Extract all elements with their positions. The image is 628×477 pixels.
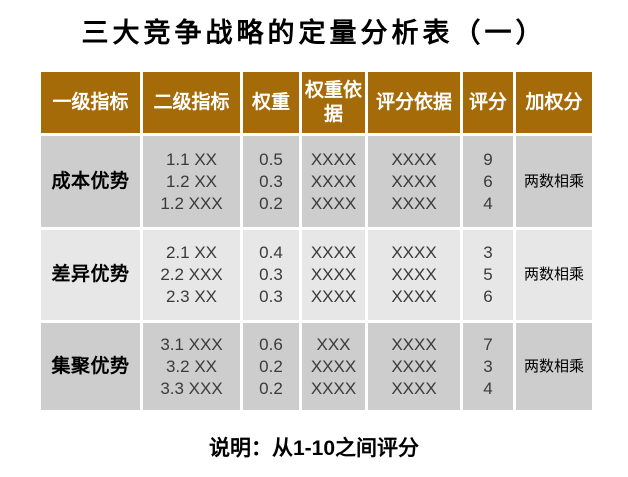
score-cell: 7 3 4 xyxy=(463,323,513,410)
table-row: 差异优势 2.1 XX 2.2 XXX 2.3 XX 0.4 0.3 0.3 X… xyxy=(41,230,592,320)
weight-cell: 0.6 0.2 0.2 xyxy=(243,323,299,410)
column-header-weight: 权重 xyxy=(243,72,299,133)
level1-indicator-cell: 差异优势 xyxy=(41,230,140,320)
column-header-score-basis: 评分依据 xyxy=(368,72,460,133)
weight-value: 0.5 xyxy=(259,149,283,169)
level2-indicator-item: 1.2 XXX xyxy=(160,193,223,213)
level2-indicator-item: 2.3 XX xyxy=(165,287,218,306)
score-basis-value: XXXX xyxy=(391,287,437,306)
page-title: 三大竞争战略的定量分析表（一） xyxy=(81,18,547,49)
column-header-level2-indicator: 二级指标 xyxy=(143,72,240,133)
score-value: 3 xyxy=(483,243,493,262)
score-basis-value: XXXX xyxy=(391,243,437,262)
weight-basis-value: XXXX xyxy=(310,243,357,262)
column-header-score: 评分 xyxy=(463,72,513,133)
score-basis-cell: XXXX XXXX XXXX xyxy=(368,323,460,410)
weight-basis-cell: XXXX XXXX XXXX xyxy=(302,230,365,320)
column-header-weight-basis: 权重依据 xyxy=(302,72,365,133)
weight-basis-value: XXXX xyxy=(310,171,357,191)
weight-basis-value: XXX xyxy=(316,334,351,354)
table-row: 成本优势 1.1 XX 1.2 XX 1.2 XXX 0.5 0.3 0.2 X… xyxy=(41,136,592,227)
level2-indicator-item: 1.1 XX xyxy=(165,149,218,169)
score-cell: 9 6 4 xyxy=(463,136,513,227)
weight-cell: 0.5 0.3 0.2 xyxy=(243,136,299,227)
note-text: 说明：从1-10之间评分 xyxy=(208,437,420,460)
level2-indicator-item: 3.2 XX xyxy=(165,356,218,376)
level2-indicator-cell: 3.1 XXX 3.2 XX 3.3 XXX xyxy=(143,323,240,410)
score-basis-value: XXXX xyxy=(391,149,437,169)
column-header-level1-indicator: 一级指标 xyxy=(41,72,140,133)
table-header-row: 一级指标 二级指标 权重 权重依据 评分依据 评分 加权分 xyxy=(41,72,592,133)
weight-value: 0.4 xyxy=(259,243,283,262)
score-value: 4 xyxy=(483,378,493,398)
score-basis-value: XXXX xyxy=(391,171,437,191)
weight-basis-cell: XXXX XXXX XXXX xyxy=(302,136,365,227)
weight-value: 0.2 xyxy=(259,378,283,398)
score-value: 4 xyxy=(483,193,493,213)
weight-basis-value: XXXX xyxy=(310,149,357,169)
weight-value: 0.3 xyxy=(259,265,283,284)
level2-indicator-item: 1.2 XX xyxy=(165,171,218,191)
weight-value: 0.2 xyxy=(259,356,283,376)
weight-basis-cell: XXX XXXX XXXX xyxy=(302,323,365,410)
level1-indicator-cell: 集聚优势 xyxy=(41,323,140,410)
analysis-table: 一级指标 二级指标 权重 权重依据 评分依据 评分 加权分 成本优势 1.1 X… xyxy=(41,72,592,410)
level1-indicator-cell: 成本优势 xyxy=(41,136,140,227)
weight-value: 0.2 xyxy=(259,193,283,213)
weight-basis-value: XXXX xyxy=(310,287,357,306)
score-basis-value: XXXX xyxy=(391,334,437,354)
score-value: 7 xyxy=(483,334,493,354)
column-header-weighted-score: 加权分 xyxy=(516,72,592,133)
score-basis-value: XXXX xyxy=(391,378,437,398)
level2-indicator-cell: 1.1 XX 1.2 XX 1.2 XXX xyxy=(143,136,240,227)
score-value: 6 xyxy=(483,287,493,306)
weight-value: 0.3 xyxy=(259,171,283,191)
weight-basis-value: XXXX xyxy=(310,193,357,213)
weighted-score-cell: 两数相乘 xyxy=(516,136,592,227)
weighted-score-cell: 两数相乘 xyxy=(516,230,592,320)
table-row: 集聚优势 3.1 XXX 3.2 XX 3.3 XXX 0.6 0.2 0.2 … xyxy=(41,323,592,410)
score-basis-cell: XXXX XXXX XXXX xyxy=(368,230,460,320)
level2-indicator-item: 2.1 XX xyxy=(165,243,218,262)
level2-indicator-item: 3.3 XXX xyxy=(160,378,223,398)
score-value: 5 xyxy=(483,265,493,284)
score-basis-cell: XXXX XXXX XXXX xyxy=(368,136,460,227)
weight-basis-value: XXXX xyxy=(310,265,357,284)
level2-indicator-item: 2.2 XXX xyxy=(160,265,223,284)
weight-cell: 0.4 0.3 0.3 xyxy=(243,230,299,320)
score-value: 9 xyxy=(483,149,493,169)
score-basis-value: XXXX xyxy=(391,356,437,376)
score-cell: 3 5 6 xyxy=(463,230,513,320)
weight-basis-value: XXXX xyxy=(310,378,357,398)
level2-indicator-item: 3.1 XXX xyxy=(160,334,223,354)
level2-indicator-cell: 2.1 XX 2.2 XXX 2.3 XX xyxy=(143,230,240,320)
weight-value: 0.6 xyxy=(259,334,283,354)
score-value: 6 xyxy=(483,171,493,191)
weighted-score-cell: 两数相乘 xyxy=(516,323,592,410)
score-basis-value: XXXX xyxy=(391,193,437,213)
score-basis-value: XXXX xyxy=(391,265,437,284)
weight-value: 0.3 xyxy=(259,287,283,306)
score-value: 3 xyxy=(483,356,493,376)
weight-basis-value: XXXX xyxy=(310,356,357,376)
